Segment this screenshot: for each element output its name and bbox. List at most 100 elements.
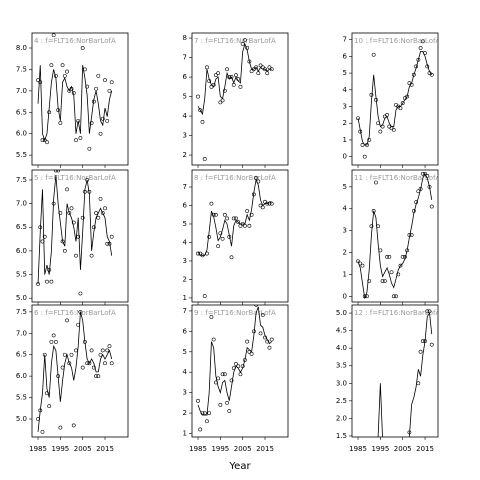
data-point bbox=[74, 348, 78, 353]
y-tick-label: 3.0 bbox=[336, 379, 347, 387]
data-point bbox=[405, 94, 410, 99]
data-point bbox=[254, 305, 258, 307]
plot-frame bbox=[191, 32, 289, 166]
data-point bbox=[202, 294, 207, 298]
data-point bbox=[260, 65, 265, 70]
data-point bbox=[414, 200, 419, 205]
data-point bbox=[216, 244, 221, 249]
y-tick-label: 6 bbox=[343, 52, 348, 60]
fit-line bbox=[197, 178, 272, 256]
fit-line bbox=[37, 175, 113, 285]
data-point bbox=[100, 211, 105, 215]
data-point bbox=[385, 112, 389, 117]
data-point bbox=[105, 348, 110, 353]
data-point bbox=[234, 362, 238, 366]
data-point bbox=[60, 365, 65, 370]
data-point bbox=[109, 361, 114, 366]
data-point bbox=[96, 73, 101, 78]
data-point bbox=[391, 128, 396, 132]
data-point bbox=[205, 419, 209, 424]
y-tick-label: 7.5 bbox=[16, 308, 27, 316]
data-point bbox=[243, 38, 247, 42]
data-point bbox=[107, 88, 112, 93]
y-tick-label: 7.5 bbox=[16, 176, 27, 184]
plot-frame bbox=[191, 304, 289, 438]
y-tick-label: 3 bbox=[343, 103, 347, 111]
data-point bbox=[222, 372, 227, 377]
y-tick-label: 8.0 bbox=[16, 44, 27, 52]
data-point bbox=[49, 63, 54, 68]
data-point bbox=[40, 138, 45, 143]
data-point bbox=[96, 215, 101, 220]
x-tick-label: 1985 bbox=[189, 445, 207, 453]
fit-line bbox=[37, 65, 113, 142]
data-point bbox=[49, 339, 54, 344]
data-point bbox=[394, 294, 398, 299]
panel: 12 : f=FLT16:NorBarLofA 1.5 2.0 2.5 3.0 3.5 4.… bbox=[336, 304, 439, 453]
data-point bbox=[398, 106, 403, 111]
data-point bbox=[216, 376, 221, 381]
data-point bbox=[229, 255, 234, 260]
data-point bbox=[238, 84, 243, 89]
data-point bbox=[87, 189, 92, 194]
y-tick-label: 3 bbox=[183, 132, 187, 140]
data-point bbox=[234, 73, 238, 78]
data-point bbox=[243, 358, 247, 362]
data-point bbox=[251, 192, 256, 197]
data-point bbox=[365, 143, 369, 147]
data-point bbox=[234, 216, 238, 221]
y-tick-label: 5.5 bbox=[16, 271, 27, 279]
fit-line bbox=[377, 311, 433, 437]
y-tick-label: 8 bbox=[183, 34, 187, 42]
y-tick-label: 6 bbox=[183, 327, 188, 335]
data-point bbox=[53, 170, 58, 173]
data-point bbox=[100, 116, 105, 121]
data-point bbox=[222, 212, 227, 217]
x-tick-label: 2015 bbox=[256, 445, 274, 453]
y-tick-label: 5 bbox=[183, 220, 187, 228]
panel: 5 : f=FLT16:NorBarLofA 5.0 5.5 6.0 6.5 7.0 7.5 bbox=[16, 169, 129, 305]
data-point bbox=[231, 82, 236, 87]
y-tick-label: 5.5 bbox=[16, 394, 27, 402]
data-point bbox=[356, 259, 360, 264]
data-point bbox=[105, 241, 110, 246]
data-point bbox=[207, 235, 212, 239]
data-point bbox=[265, 339, 270, 344]
y-tick-label: 5 bbox=[343, 69, 347, 77]
data-point bbox=[407, 430, 412, 435]
data-point bbox=[360, 143, 365, 147]
data-point bbox=[236, 364, 241, 368]
data-point bbox=[389, 270, 394, 275]
y-tick-label: 6.5 bbox=[16, 108, 27, 116]
y-tick-label: 2 bbox=[183, 151, 187, 159]
data-point bbox=[105, 118, 110, 123]
data-point bbox=[71, 91, 76, 95]
data-point bbox=[398, 263, 403, 268]
data-point bbox=[369, 224, 374, 229]
panel: 10 : f=FLT16:NorBarLofA 0 1 2 3 4 5 6 7 bbox=[343, 32, 439, 168]
data-point bbox=[58, 121, 63, 125]
x-tick-label: 2015 bbox=[416, 445, 434, 453]
data-point bbox=[42, 234, 47, 239]
data-point bbox=[360, 263, 365, 268]
data-point bbox=[83, 189, 87, 194]
data-point bbox=[40, 239, 45, 244]
y-tick-label: 4 bbox=[183, 238, 188, 246]
data-point bbox=[205, 251, 209, 256]
data-point bbox=[245, 209, 250, 213]
data-point bbox=[374, 97, 378, 102]
fit-line bbox=[37, 311, 113, 432]
plot-frame bbox=[31, 32, 129, 166]
data-point bbox=[211, 337, 216, 342]
data-point bbox=[67, 211, 72, 215]
data-point bbox=[258, 203, 263, 208]
data-point bbox=[225, 400, 229, 405]
panel-title: 11 : f=FLT16:NorBarLofA bbox=[354, 174, 440, 182]
y-tick-label: 6.0 bbox=[16, 247, 27, 255]
data-point bbox=[209, 84, 214, 89]
plot-frame bbox=[351, 169, 439, 303]
data-point bbox=[249, 69, 254, 74]
y-tick-label: 4 bbox=[183, 112, 188, 120]
panel: 7 : f=FLT16:NorBarLofA 2 3 4 5 6 7 8 bbox=[183, 32, 289, 168]
